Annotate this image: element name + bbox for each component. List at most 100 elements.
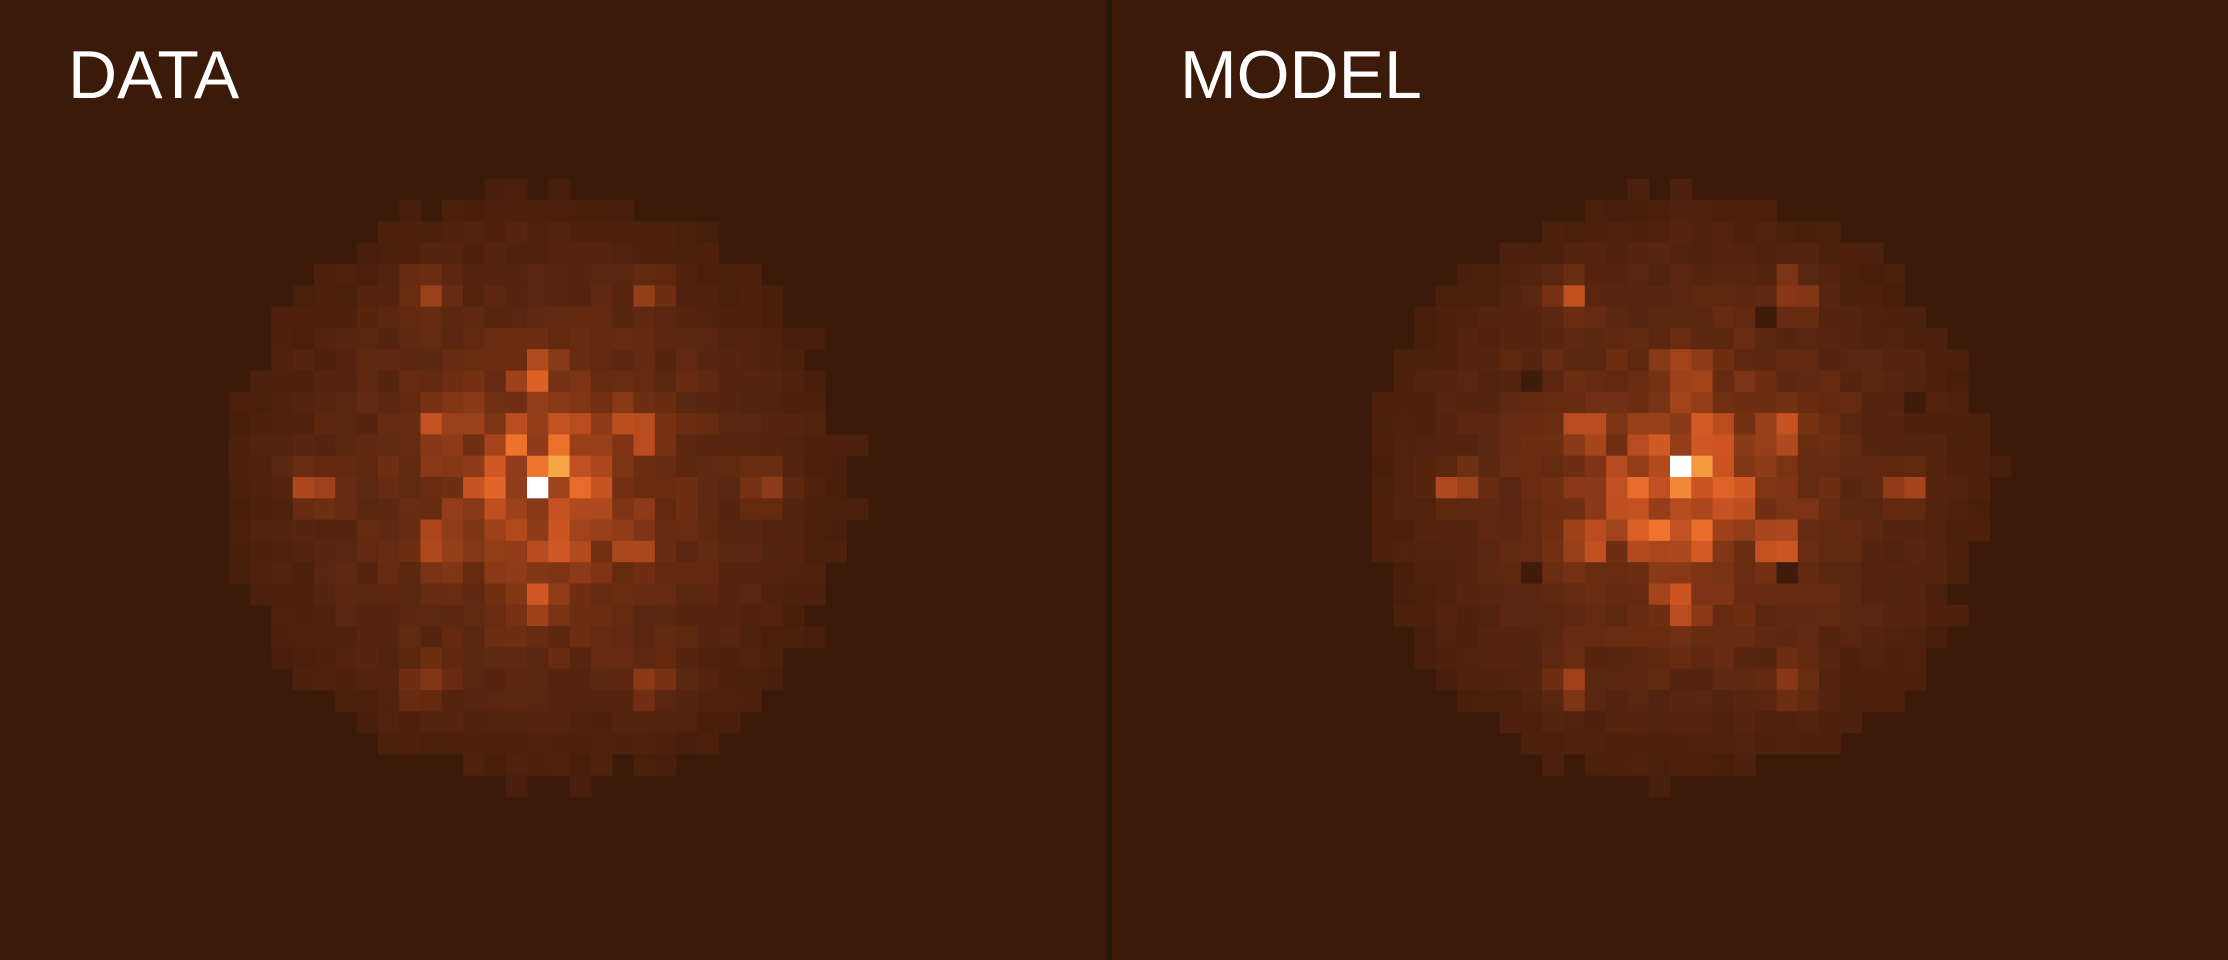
pixel: [1393, 540, 1415, 563]
pixel: [676, 477, 698, 499]
pixel: [484, 370, 507, 393]
pixel: [314, 370, 336, 393]
pixel: [740, 477, 762, 499]
pixel: [314, 477, 336, 499]
pixel: [1755, 626, 1777, 648]
pixel: [420, 455, 443, 478]
pixel: [1457, 690, 1479, 712]
pixel: [1627, 668, 1650, 691]
pixel: [441, 200, 464, 222]
pixel: [1733, 498, 1756, 521]
pixel: [1904, 647, 1927, 670]
pixel: [463, 221, 485, 244]
pixel: [1393, 434, 1415, 457]
pixel: [1478, 562, 1501, 584]
pixel: [1904, 519, 1927, 542]
pixel: [1520, 540, 1543, 563]
pixel: [1457, 349, 1479, 371]
pixel: [484, 583, 507, 606]
pixel: [1478, 434, 1501, 457]
pixel: [1457, 562, 1479, 584]
pixel: [441, 647, 464, 670]
pixel: [1712, 562, 1735, 584]
pixel: [314, 391, 336, 414]
pixel: [1414, 519, 1437, 542]
pixel: [1776, 626, 1799, 648]
pixel: [1755, 711, 1777, 734]
pixel: [505, 647, 528, 670]
pixel: [1542, 753, 1564, 776]
pixel: [271, 327, 294, 350]
pixel: [1563, 690, 1586, 712]
pixel: [377, 690, 400, 712]
pixel: [1648, 285, 1671, 308]
pixel: [1414, 647, 1437, 670]
pixel: [612, 349, 634, 371]
pixel: [1733, 540, 1756, 563]
pixel: [676, 455, 698, 478]
pixel: [1627, 391, 1650, 414]
pixel: [463, 327, 485, 350]
pixel: [1542, 668, 1564, 691]
pixel: [1712, 711, 1735, 734]
pixel: [633, 242, 656, 265]
pixel: [356, 327, 379, 350]
pixel: [463, 434, 485, 457]
pixel: [548, 370, 571, 393]
pixel: [718, 540, 741, 563]
pixel: [527, 327, 549, 350]
pixel: [399, 455, 421, 478]
pixel: [420, 690, 443, 712]
pixel: [633, 626, 656, 648]
pixel: [527, 391, 549, 414]
pixel: [590, 647, 613, 670]
pixel: [1883, 455, 1905, 478]
pixel: [420, 498, 443, 521]
pixel: [271, 519, 294, 542]
pixel: [1840, 370, 1863, 393]
pixel: [676, 519, 698, 542]
pixel: [399, 604, 421, 627]
pixel: [1797, 477, 1820, 499]
pixel: [314, 306, 336, 329]
pixel: [1840, 562, 1863, 584]
pixel: [782, 327, 805, 350]
pixel: [1776, 583, 1799, 606]
pixel: [463, 285, 485, 308]
pixel: [1393, 349, 1415, 371]
pixel: [1499, 285, 1522, 308]
pixel: [399, 306, 421, 329]
pixel: [399, 285, 421, 308]
pixel: [1691, 498, 1714, 521]
pixel: [314, 668, 336, 691]
pixel: [740, 519, 762, 542]
pixel: [740, 434, 762, 457]
pixel: [1840, 264, 1863, 286]
pixel: [1584, 306, 1607, 329]
pixel: [1563, 370, 1586, 393]
pixel: [548, 327, 571, 350]
pixel: [271, 391, 294, 414]
pixel: [1435, 434, 1458, 457]
pixel: [1627, 753, 1650, 776]
pixel: [1542, 306, 1564, 329]
pixel: [1648, 200, 1671, 222]
pixel: [1797, 413, 1820, 435]
pixel: [1457, 647, 1479, 670]
pixel: [1606, 264, 1628, 286]
pixel: [1712, 327, 1735, 350]
pixel: [527, 519, 549, 542]
pixel: [1435, 349, 1458, 371]
pixel: [463, 306, 485, 329]
pixel: [803, 562, 826, 584]
pixel: [633, 434, 656, 457]
pixel: [1648, 668, 1671, 691]
pixel: [1840, 391, 1863, 414]
pixel: [1904, 604, 1927, 627]
pixel: [1371, 434, 1394, 457]
pixel: [1584, 583, 1607, 606]
pixel: [463, 668, 485, 691]
pixel: [612, 562, 634, 584]
pixel: [1499, 264, 1522, 286]
pixel: [1542, 562, 1564, 584]
